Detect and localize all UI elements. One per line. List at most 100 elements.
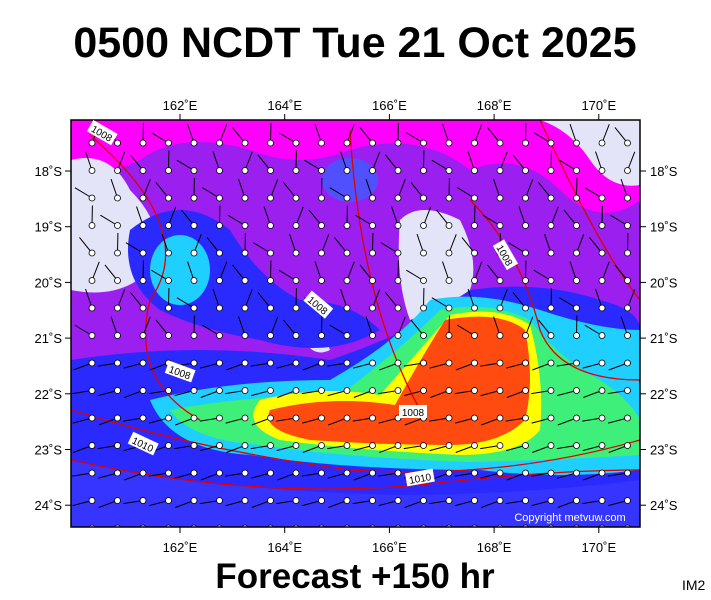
barb-station (573, 139, 580, 147)
barb-station (598, 387, 606, 394)
barb-station (292, 249, 300, 257)
barb-station (241, 387, 249, 394)
barb-station (165, 442, 172, 449)
barb-shaft (456, 528, 475, 535)
barb-shaft (73, 528, 92, 535)
barb-station (241, 469, 249, 477)
barb-shaft (353, 528, 372, 533)
barb-station (343, 359, 351, 367)
barb-station (471, 249, 478, 257)
barb-shaft (150, 528, 169, 535)
barb-station (598, 332, 606, 339)
barb-station (471, 387, 478, 394)
axis-labels: 162˚E 162˚E 164˚E 164˚E 166˚E 166˚E 168˚E 168˚E… (35, 98, 678, 555)
barb-station (598, 222, 606, 229)
barb-station (343, 222, 351, 229)
barb-station (88, 167, 96, 174)
barb-station (624, 497, 631, 504)
barb-station (165, 387, 172, 394)
lon-label: 166˚E (372, 540, 407, 555)
lat-label: 24˚S (35, 498, 63, 513)
barb-station (216, 469, 223, 477)
barb-station (573, 304, 580, 312)
barb-station (241, 167, 249, 174)
barb-shaft (379, 528, 398, 535)
barb-station (420, 304, 427, 312)
barb-station (292, 139, 300, 147)
barb-station (471, 222, 478, 229)
barb-station (139, 139, 147, 147)
barb-station (190, 249, 198, 257)
barb-station (445, 359, 453, 367)
map-frame (70, 119, 641, 528)
lon-label: 166˚E (372, 98, 407, 113)
barb-station (394, 332, 402, 339)
barb-station (598, 497, 606, 504)
barb-station (496, 139, 504, 147)
barb-station (292, 524, 300, 527)
barb-station (394, 249, 402, 257)
barb-station (139, 222, 147, 229)
barb-station (216, 167, 223, 174)
lat-label: 24˚S (650, 498, 678, 513)
lon-label: 170˚E (581, 98, 616, 113)
isobar-label-box (399, 405, 427, 418)
barb-station (496, 442, 504, 449)
barb-station (624, 222, 631, 229)
barb-station (318, 524, 325, 527)
barb-station (165, 277, 172, 284)
barb-station (573, 359, 580, 367)
barb-station (88, 497, 96, 504)
barb-station (496, 387, 504, 394)
barb-station (343, 469, 351, 477)
barb-station (445, 277, 453, 284)
barb-station (445, 167, 453, 174)
barb-station (471, 442, 478, 449)
barb-station (190, 194, 198, 202)
barb-station (190, 139, 198, 147)
barb-station (369, 414, 376, 422)
barb-station (573, 524, 580, 527)
lat-label: 21˚S (35, 331, 63, 346)
barb-station (624, 249, 631, 257)
barb-station (318, 249, 325, 257)
barb-shaft (557, 528, 577, 531)
barb-station (624, 359, 631, 367)
barb-station (216, 304, 223, 312)
barb-station (624, 469, 631, 477)
barb-station (547, 222, 555, 229)
barb-station (598, 304, 606, 312)
barb-station (241, 249, 249, 257)
barb-station (318, 469, 325, 477)
barb-station (369, 139, 376, 147)
barb-station (573, 387, 580, 394)
barb-station (88, 469, 96, 477)
barb-station (471, 139, 478, 147)
barb-station (420, 524, 427, 527)
barb-station (114, 442, 121, 449)
isobar-label-box (86, 119, 118, 146)
barb-station (547, 194, 555, 202)
barb-station (471, 332, 478, 339)
barb-station (547, 359, 555, 367)
barb-station (343, 442, 351, 449)
barb-station (88, 304, 96, 312)
barb-station (241, 442, 249, 449)
barb-station (88, 442, 96, 449)
barb-shaft (532, 528, 551, 535)
barb-station (598, 442, 606, 449)
barb-station (547, 332, 555, 339)
barb-station (369, 194, 376, 202)
title: 0500 NCDT Tue 21 Oct 2025 (73, 19, 636, 67)
barb-station (471, 304, 478, 312)
isobar-label-text: 1010 (408, 472, 432, 487)
barb-station (369, 304, 376, 312)
barb-station (471, 359, 478, 367)
barb-station (292, 469, 300, 477)
barb-station (445, 524, 453, 527)
barb-station (267, 497, 274, 504)
barb-station (573, 249, 580, 257)
barb-shaft (277, 528, 296, 533)
barb-station (573, 497, 580, 504)
